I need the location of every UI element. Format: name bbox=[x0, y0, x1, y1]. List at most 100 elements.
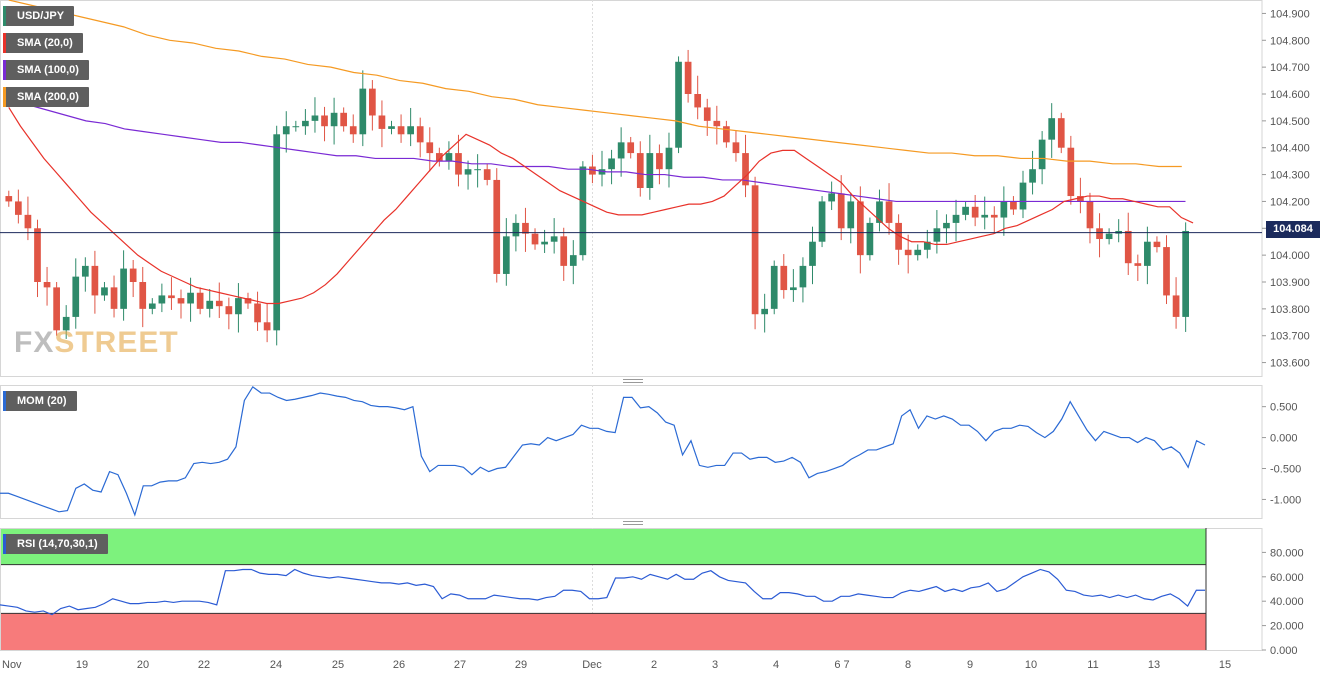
candle-body bbox=[837, 193, 845, 229]
rsi-swatch bbox=[3, 534, 6, 554]
candle-body bbox=[91, 265, 99, 296]
candle-body bbox=[177, 298, 185, 304]
candle-body bbox=[847, 201, 855, 229]
pane-resize-handle-mom[interactable] bbox=[623, 379, 643, 383]
legend-sma20-label: SMA (20,0) bbox=[17, 37, 73, 49]
legend-sma100[interactable]: SMA (100,0) bbox=[3, 60, 89, 80]
candle-body bbox=[34, 228, 41, 282]
sma100-swatch bbox=[3, 60, 6, 80]
candle-body bbox=[397, 126, 405, 135]
candle-body bbox=[646, 153, 654, 188]
legend-sma20[interactable]: SMA (20,0) bbox=[3, 33, 83, 53]
candle-body bbox=[244, 298, 252, 304]
candle-body bbox=[158, 295, 166, 304]
mom-y-tick-label: -1.000 bbox=[1270, 494, 1301, 506]
candle-body bbox=[263, 322, 271, 331]
candle-body bbox=[502, 236, 510, 274]
candle-body bbox=[541, 241, 548, 245]
x-tick-label: 20 bbox=[137, 659, 149, 671]
x-tick-label: 2 bbox=[651, 659, 657, 671]
rsi-y-tick-label: 20.000 bbox=[1270, 621, 1304, 633]
x-tick-label: 29 bbox=[515, 659, 527, 671]
candle-body bbox=[818, 201, 826, 242]
candle-body bbox=[292, 126, 300, 128]
candle-body bbox=[971, 206, 979, 218]
candle-body bbox=[1019, 182, 1027, 210]
y-tick-label: 104.000 bbox=[1270, 250, 1310, 262]
candle-body bbox=[416, 126, 424, 143]
candle-body bbox=[598, 169, 606, 175]
candle-body bbox=[187, 292, 194, 304]
mom-swatch bbox=[3, 391, 6, 411]
x-tick-label: 6 7 bbox=[834, 659, 849, 671]
candle-body bbox=[196, 292, 204, 309]
candle-body bbox=[904, 249, 912, 256]
candle-body bbox=[1134, 263, 1142, 266]
logo-part1: FX bbox=[14, 326, 55, 359]
candle-body bbox=[742, 153, 749, 186]
candle-body bbox=[349, 126, 357, 135]
candle-body bbox=[1000, 201, 1008, 218]
candle-body bbox=[990, 214, 998, 218]
candle-body bbox=[981, 214, 989, 218]
x-tick-label: 4 bbox=[773, 659, 779, 671]
legend-sma100-label: SMA (100,0) bbox=[17, 64, 79, 76]
candle-body bbox=[560, 236, 568, 266]
candle-body bbox=[962, 206, 969, 215]
sma200-swatch bbox=[3, 87, 6, 107]
x-tick-label: 15 bbox=[1219, 659, 1231, 671]
candle-body bbox=[72, 276, 80, 317]
candle-body bbox=[713, 120, 721, 127]
candle-body bbox=[780, 265, 788, 291]
x-tick-label: 25 bbox=[332, 659, 344, 671]
candle-body bbox=[608, 158, 615, 170]
candle-body bbox=[809, 241, 816, 266]
pane-resize-handle-rsi[interactable] bbox=[623, 521, 643, 525]
candle-body bbox=[1067, 147, 1075, 197]
candle-body bbox=[445, 153, 453, 162]
candle-body bbox=[770, 265, 778, 309]
mom-y-tick-label: -0.500 bbox=[1270, 464, 1301, 476]
candle-body bbox=[148, 303, 156, 309]
candle-body bbox=[206, 300, 214, 309]
candle-body bbox=[531, 233, 539, 245]
legend-sma200[interactable]: SMA (200,0) bbox=[3, 87, 89, 107]
candle-body bbox=[790, 287, 797, 291]
candle-body bbox=[15, 201, 22, 215]
candle-body bbox=[340, 112, 348, 127]
legend-mom[interactable]: MOM (20) bbox=[3, 391, 77, 411]
legend-symbol[interactable]: USD/JPY bbox=[3, 6, 75, 26]
candle-body bbox=[703, 107, 711, 121]
candle-body bbox=[914, 249, 922, 256]
candle-body bbox=[254, 303, 261, 323]
candle-body bbox=[694, 94, 702, 108]
candle-body bbox=[101, 287, 108, 296]
candle-body bbox=[1124, 230, 1132, 264]
candle-body bbox=[407, 126, 414, 135]
rsi-y-tick-label: 60.000 bbox=[1270, 572, 1304, 584]
fxstreet-logo: FXSTREET bbox=[14, 326, 179, 360]
x-tick-label: 3 bbox=[712, 659, 718, 671]
candle-body bbox=[455, 153, 462, 175]
candle-body bbox=[885, 201, 893, 223]
y-tick-label: 104.700 bbox=[1270, 62, 1310, 74]
candle-body bbox=[732, 142, 740, 154]
candle-body bbox=[923, 241, 931, 250]
x-tick-label: 9 bbox=[967, 659, 973, 671]
candle-body bbox=[895, 222, 902, 250]
x-tick-label: Nov bbox=[2, 659, 22, 671]
candle-body bbox=[225, 306, 233, 315]
candle-body bbox=[665, 147, 673, 170]
y-tick-label: 104.300 bbox=[1270, 170, 1310, 182]
candle-body bbox=[168, 295, 175, 299]
candle-body bbox=[426, 142, 434, 154]
candle-body bbox=[1182, 230, 1189, 317]
x-tick-label: 11 bbox=[1087, 659, 1098, 671]
mom-pane-frame bbox=[0, 385, 1263, 519]
candle-body bbox=[684, 61, 692, 94]
legend-rsi[interactable]: RSI (14,70,30,1) bbox=[3, 534, 108, 554]
candle-body bbox=[627, 142, 635, 154]
candle-body bbox=[359, 88, 367, 135]
x-tick-label: 22 bbox=[198, 659, 210, 671]
candle-body bbox=[799, 265, 807, 288]
